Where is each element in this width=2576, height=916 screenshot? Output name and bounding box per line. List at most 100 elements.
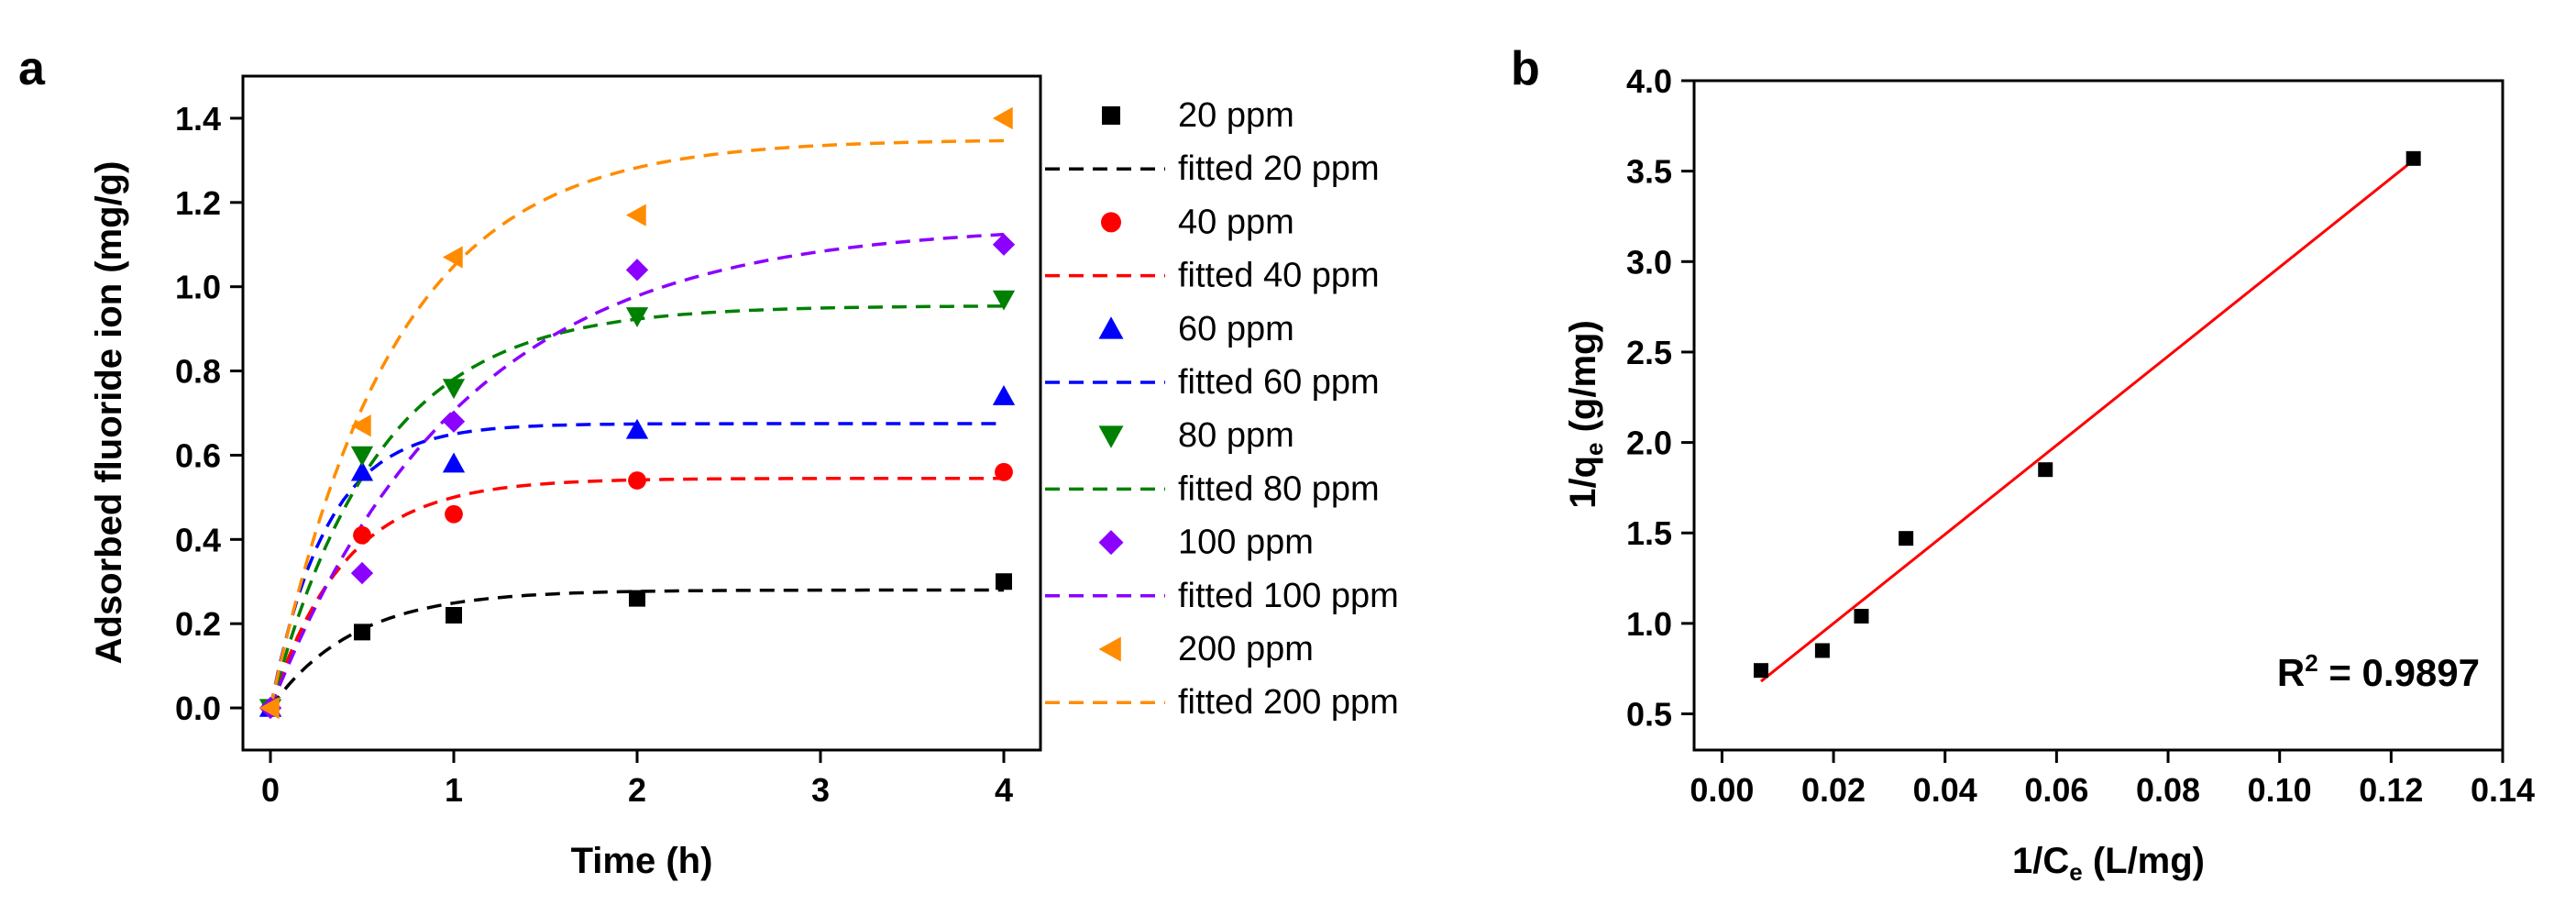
fit-line-series-5 [269, 232, 1005, 709]
data-point-series-6 [992, 106, 1013, 130]
panel-a: a 0 1 2 3 4 0.0 0.2 0.4 0.6 0.8 1.0 1.2 1.4 Time (h… [18, 42, 1399, 881]
legend-marker-series-3 [1098, 316, 1124, 339]
panel-b-data-point [2038, 462, 2053, 478]
data-point-series-3 [992, 384, 1016, 405]
panel-b-y-tick-label: 1.0 [1626, 605, 1672, 643]
panel-b-y-tick-label: 1.5 [1626, 514, 1672, 552]
legend-label: 60 ppm [1178, 310, 1294, 348]
panel-a-y-tick-label: 0.0 [175, 690, 221, 727]
panel-b-data-point [2405, 150, 2421, 166]
legend-marker-series-1 [1102, 106, 1120, 125]
panel-a-y-tick-label: 0.4 [175, 521, 221, 558]
data-point-series-4 [442, 379, 466, 400]
panel-a-y-tick-label: 1.2 [175, 184, 221, 222]
legend-label: 40 ppm [1178, 203, 1294, 241]
panel-a-data-points [259, 106, 1016, 720]
panel-b-y-axis-label: 1/qe (g/mg) [1563, 320, 1608, 509]
data-point-series-6 [350, 414, 371, 437]
legend-label: 200 ppm [1178, 630, 1314, 668]
panel-b-y-tick-label: 2.5 [1626, 334, 1672, 371]
legend-label: fitted 200 ppm [1178, 683, 1399, 722]
data-point-series-2 [628, 471, 646, 490]
panel-b-x-tick-label: 0.02 [1801, 771, 1866, 809]
legend-marker-series-5 [1098, 530, 1124, 556]
panel-b-data-point [1753, 663, 1768, 679]
panel-a-y-tick-label: 0.2 [175, 605, 221, 643]
panel-a-y-tick-label: 1.4 [175, 100, 221, 138]
fit-line-series-4 [269, 304, 1005, 709]
panel-a-x-tick-label: 2 [628, 771, 646, 809]
panel-b-label: b [1511, 42, 1540, 95]
data-point-series-2 [445, 504, 463, 524]
data-point-series-2 [353, 525, 371, 545]
panel-b-y-tick-label: 4.0 [1626, 62, 1672, 100]
data-point-series-5 [992, 233, 1016, 256]
legend-label: fitted 60 ppm [1178, 363, 1380, 402]
fit-line-series-3 [269, 422, 1004, 709]
panel-b-data-points [1753, 150, 2421, 679]
data-point-series-5 [442, 410, 466, 433]
panel-b: b 0.00 0.02 0.04 0.06 0.08 0.10 0.12 0.14 0.5 1.… [1511, 42, 2535, 886]
data-point-series-3 [625, 418, 649, 439]
panel-a-y-tick-label: 0.6 [175, 436, 221, 474]
panel-a-y-tick-label: 0.8 [175, 353, 221, 391]
panel-b-x-axis-label: 1/Ce (L/mg) [2012, 841, 2205, 886]
panel-a-y-axis-label: Adsorbed fluoride ion (mg/g) [89, 161, 129, 665]
data-point-series-1 [629, 590, 645, 607]
legend-marker-series-6 [1098, 636, 1121, 662]
data-point-series-4 [350, 446, 374, 467]
panel-b-r-squared-annotation: R2 = 0.9897 [2277, 649, 2480, 694]
panel-b-plot-frame [1692, 79, 2504, 752]
panel-b-x-tick-label: 0.04 [1913, 771, 1977, 809]
panel-b-x-tick-label: 0.14 [2471, 771, 2535, 809]
data-point-series-3 [350, 460, 374, 481]
legend-label: 80 ppm [1178, 416, 1294, 455]
fit-line-series-6 [269, 138, 1005, 709]
data-point-series-6 [625, 204, 646, 226]
panel-b-x-axis: 0.00 0.02 0.04 0.06 0.08 0.10 0.12 0.14 [1690, 750, 2535, 809]
data-point-series-4 [625, 307, 649, 327]
panel-b-x-tick-label: 0.08 [2136, 771, 2200, 809]
panel-a-x-tick-label: 4 [995, 771, 1013, 809]
legend-label: fitted 80 ppm [1178, 469, 1380, 508]
panel-a-x-tick-label: 1 [445, 771, 463, 809]
panel-a-y-tick-label: 1.0 [175, 269, 221, 306]
data-point-series-5 [350, 561, 374, 585]
data-point-series-2 [995, 462, 1013, 481]
panel-b-x-tick-label: 0.12 [2359, 771, 2423, 809]
panel-a-legend: 20 ppm fitted 20 ppm 40 ppm fitted 40 ppm 60… [1045, 96, 1399, 722]
panel-b-x-tick-label: 0.10 [2248, 771, 2312, 809]
panel-a-y-axis: 0.0 0.2 0.4 0.6 0.8 1.0 1.2 1.4 [175, 100, 243, 727]
panel-b-y-tick-label: 3.5 [1626, 153, 1672, 191]
panel-b-y-axis: 0.5 1.0 1.5 2.0 2.5 3.0 3.5 4.0 [1626, 62, 1694, 734]
legend-label: fitted 20 ppm [1178, 149, 1380, 188]
legend-marker-series-4 [1098, 425, 1124, 448]
data-point-series-1 [996, 573, 1012, 590]
panel-a-x-axis: 0 1 2 3 4 [261, 750, 1013, 809]
data-point-series-1 [446, 607, 462, 624]
data-point-series-6 [442, 246, 463, 269]
legend-label: 20 ppm [1178, 96, 1294, 135]
legend-label: fitted 100 ppm [1178, 577, 1399, 615]
legend-marker-series-2 [1101, 212, 1121, 233]
legend-label: 100 ppm [1178, 524, 1314, 562]
data-point-series-1 [354, 624, 370, 641]
data-point-series-5 [625, 259, 649, 281]
panel-a-x-axis-label: Time (h) [571, 841, 713, 881]
panel-b-data-point [1899, 531, 1914, 546]
panel-b-y-tick-label: 3.0 [1626, 243, 1672, 281]
linear-fit-line [1760, 159, 2415, 683]
panel-a-plot-frame [241, 74, 1042, 752]
data-point-series-6 [259, 696, 280, 720]
panel-b-y-tick-label: 0.5 [1626, 696, 1672, 734]
panel-b-x-tick-label: 0.06 [2024, 771, 2088, 809]
panel-a-label: a [18, 42, 46, 95]
panel-b-fit-line [1760, 159, 2415, 683]
legend-label: fitted 40 ppm [1178, 257, 1380, 295]
fit-line-series-1 [269, 588, 1004, 710]
panel-b-data-point [1814, 643, 1830, 658]
data-point-series-4 [992, 290, 1016, 311]
panel-b-y-tick-label: 2.0 [1626, 425, 1672, 462]
panel-a-x-tick-label: 3 [811, 771, 830, 809]
